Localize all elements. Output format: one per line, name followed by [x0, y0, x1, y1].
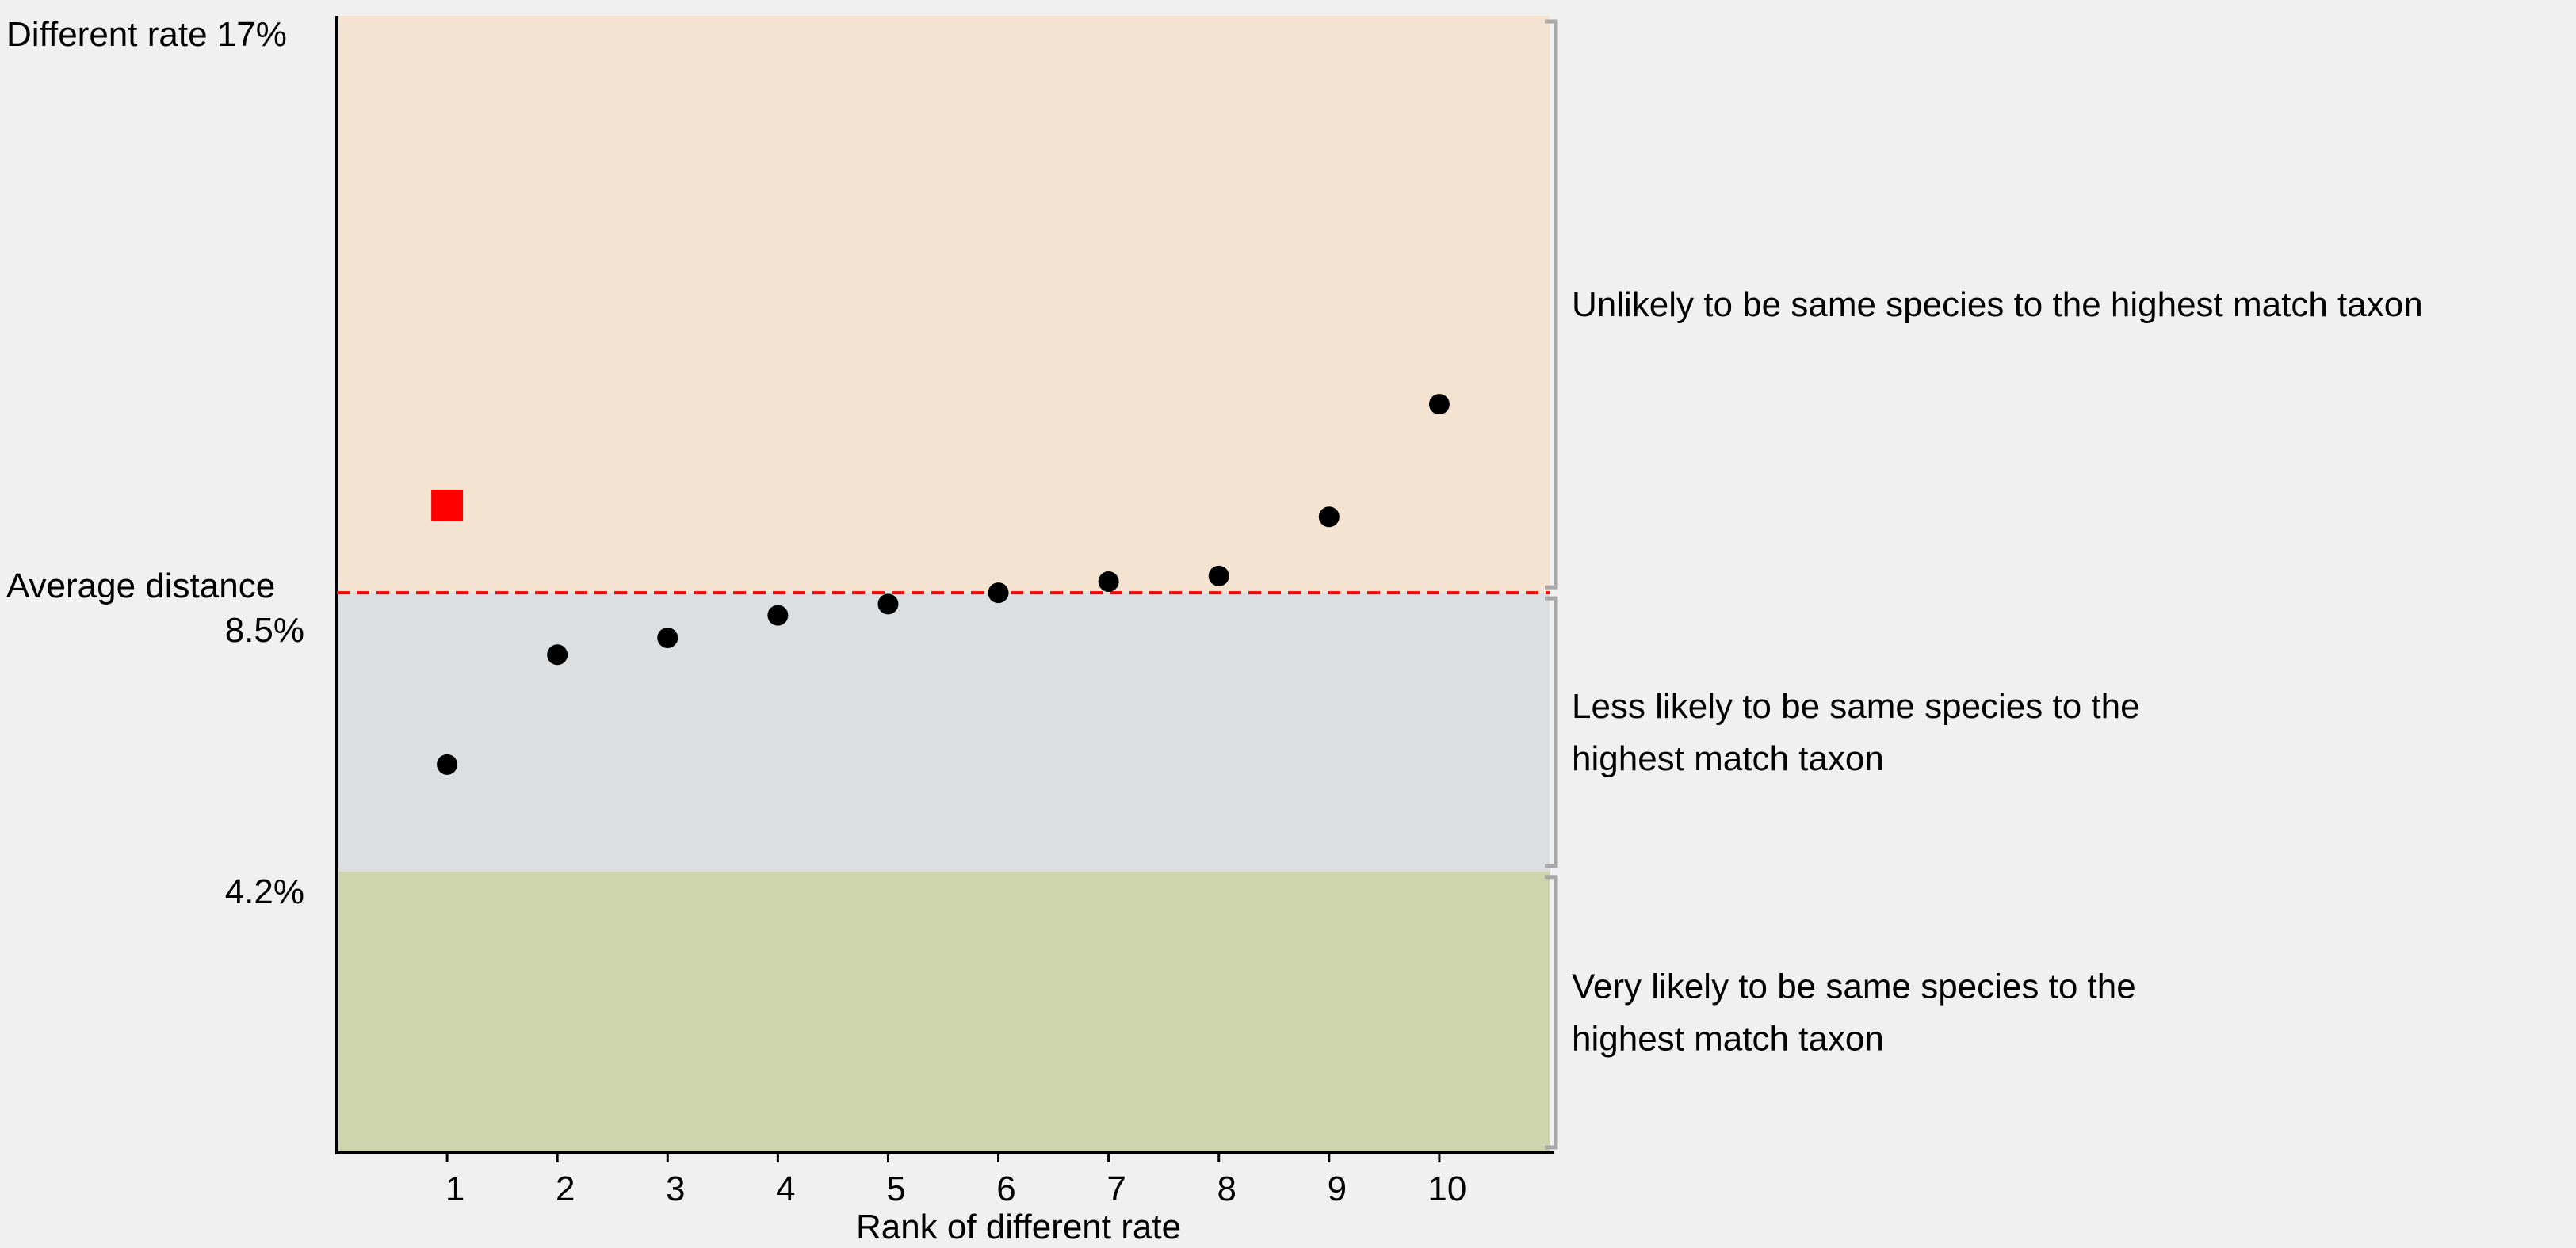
- data-point-9: [1318, 506, 1340, 528]
- data-point-8: [1208, 565, 1229, 586]
- x-tick-label-10: 10: [1428, 1170, 1466, 1208]
- zone-bracket-1: [1545, 596, 1558, 868]
- axes-layer: [335, 16, 1554, 1154]
- data-point-1: [437, 754, 458, 775]
- x-tick-label-4: 4: [776, 1170, 795, 1208]
- x-tick-label-5: 5: [886, 1170, 905, 1208]
- x-ticks-layer: 1 2 3 4 5 6 7 8 9 10: [445, 1153, 1466, 1208]
- points-layer: [431, 394, 1450, 775]
- x-tick-label-8: 8: [1217, 1170, 1236, 1208]
- data-point-3: [657, 627, 678, 648]
- y-tick-4-2: 4.2%: [225, 872, 304, 911]
- zone-1: [337, 593, 1550, 872]
- x-tick-label-1: 1: [445, 1170, 464, 1208]
- zone-label-2-line-0: Very likely to be same species to the: [1572, 967, 2136, 1006]
- x-tick-label-9: 9: [1328, 1170, 1347, 1208]
- y-label-top: Different rate 17%: [6, 15, 287, 54]
- data-point-6: [988, 582, 1009, 604]
- highlight-point: [431, 490, 464, 522]
- zone-bracket-0: [1545, 19, 1558, 590]
- brackets-layer: [1545, 19, 1558, 1150]
- data-point-2: [547, 644, 568, 666]
- x-axis-label: Rank of different rate: [856, 1208, 1181, 1246]
- data-point-10: [1428, 394, 1450, 415]
- x-tick-label-7: 7: [1106, 1170, 1126, 1208]
- zone-0: [337, 16, 1550, 593]
- zone-2: [337, 871, 1550, 1153]
- zone-label-2-line-1: highest match taxon: [1572, 1019, 1884, 1058]
- y-label-average: Average distance: [6, 567, 275, 605]
- y-tick-8-5: 8.5%: [225, 611, 304, 650]
- data-point-5: [877, 593, 899, 615]
- zone-bracket-2: [1545, 875, 1558, 1150]
- zones-layer: [337, 16, 1550, 1153]
- zone-label-1-line-0: Less likely to be same species to the: [1572, 687, 2140, 726]
- zone-labels-layer: Unlikely to be same species to the highe…: [1572, 285, 2423, 1058]
- zone-label-1-line-1: highest match taxon: [1572, 739, 1884, 778]
- data-point-7: [1098, 571, 1119, 592]
- x-tick-label-3: 3: [666, 1170, 685, 1208]
- x-tick-label-6: 6: [996, 1170, 1015, 1208]
- zone-label-0-line-0: Unlikely to be same species to the highe…: [1572, 285, 2423, 324]
- x-tick-label-2: 2: [556, 1170, 575, 1208]
- data-point-4: [767, 605, 789, 626]
